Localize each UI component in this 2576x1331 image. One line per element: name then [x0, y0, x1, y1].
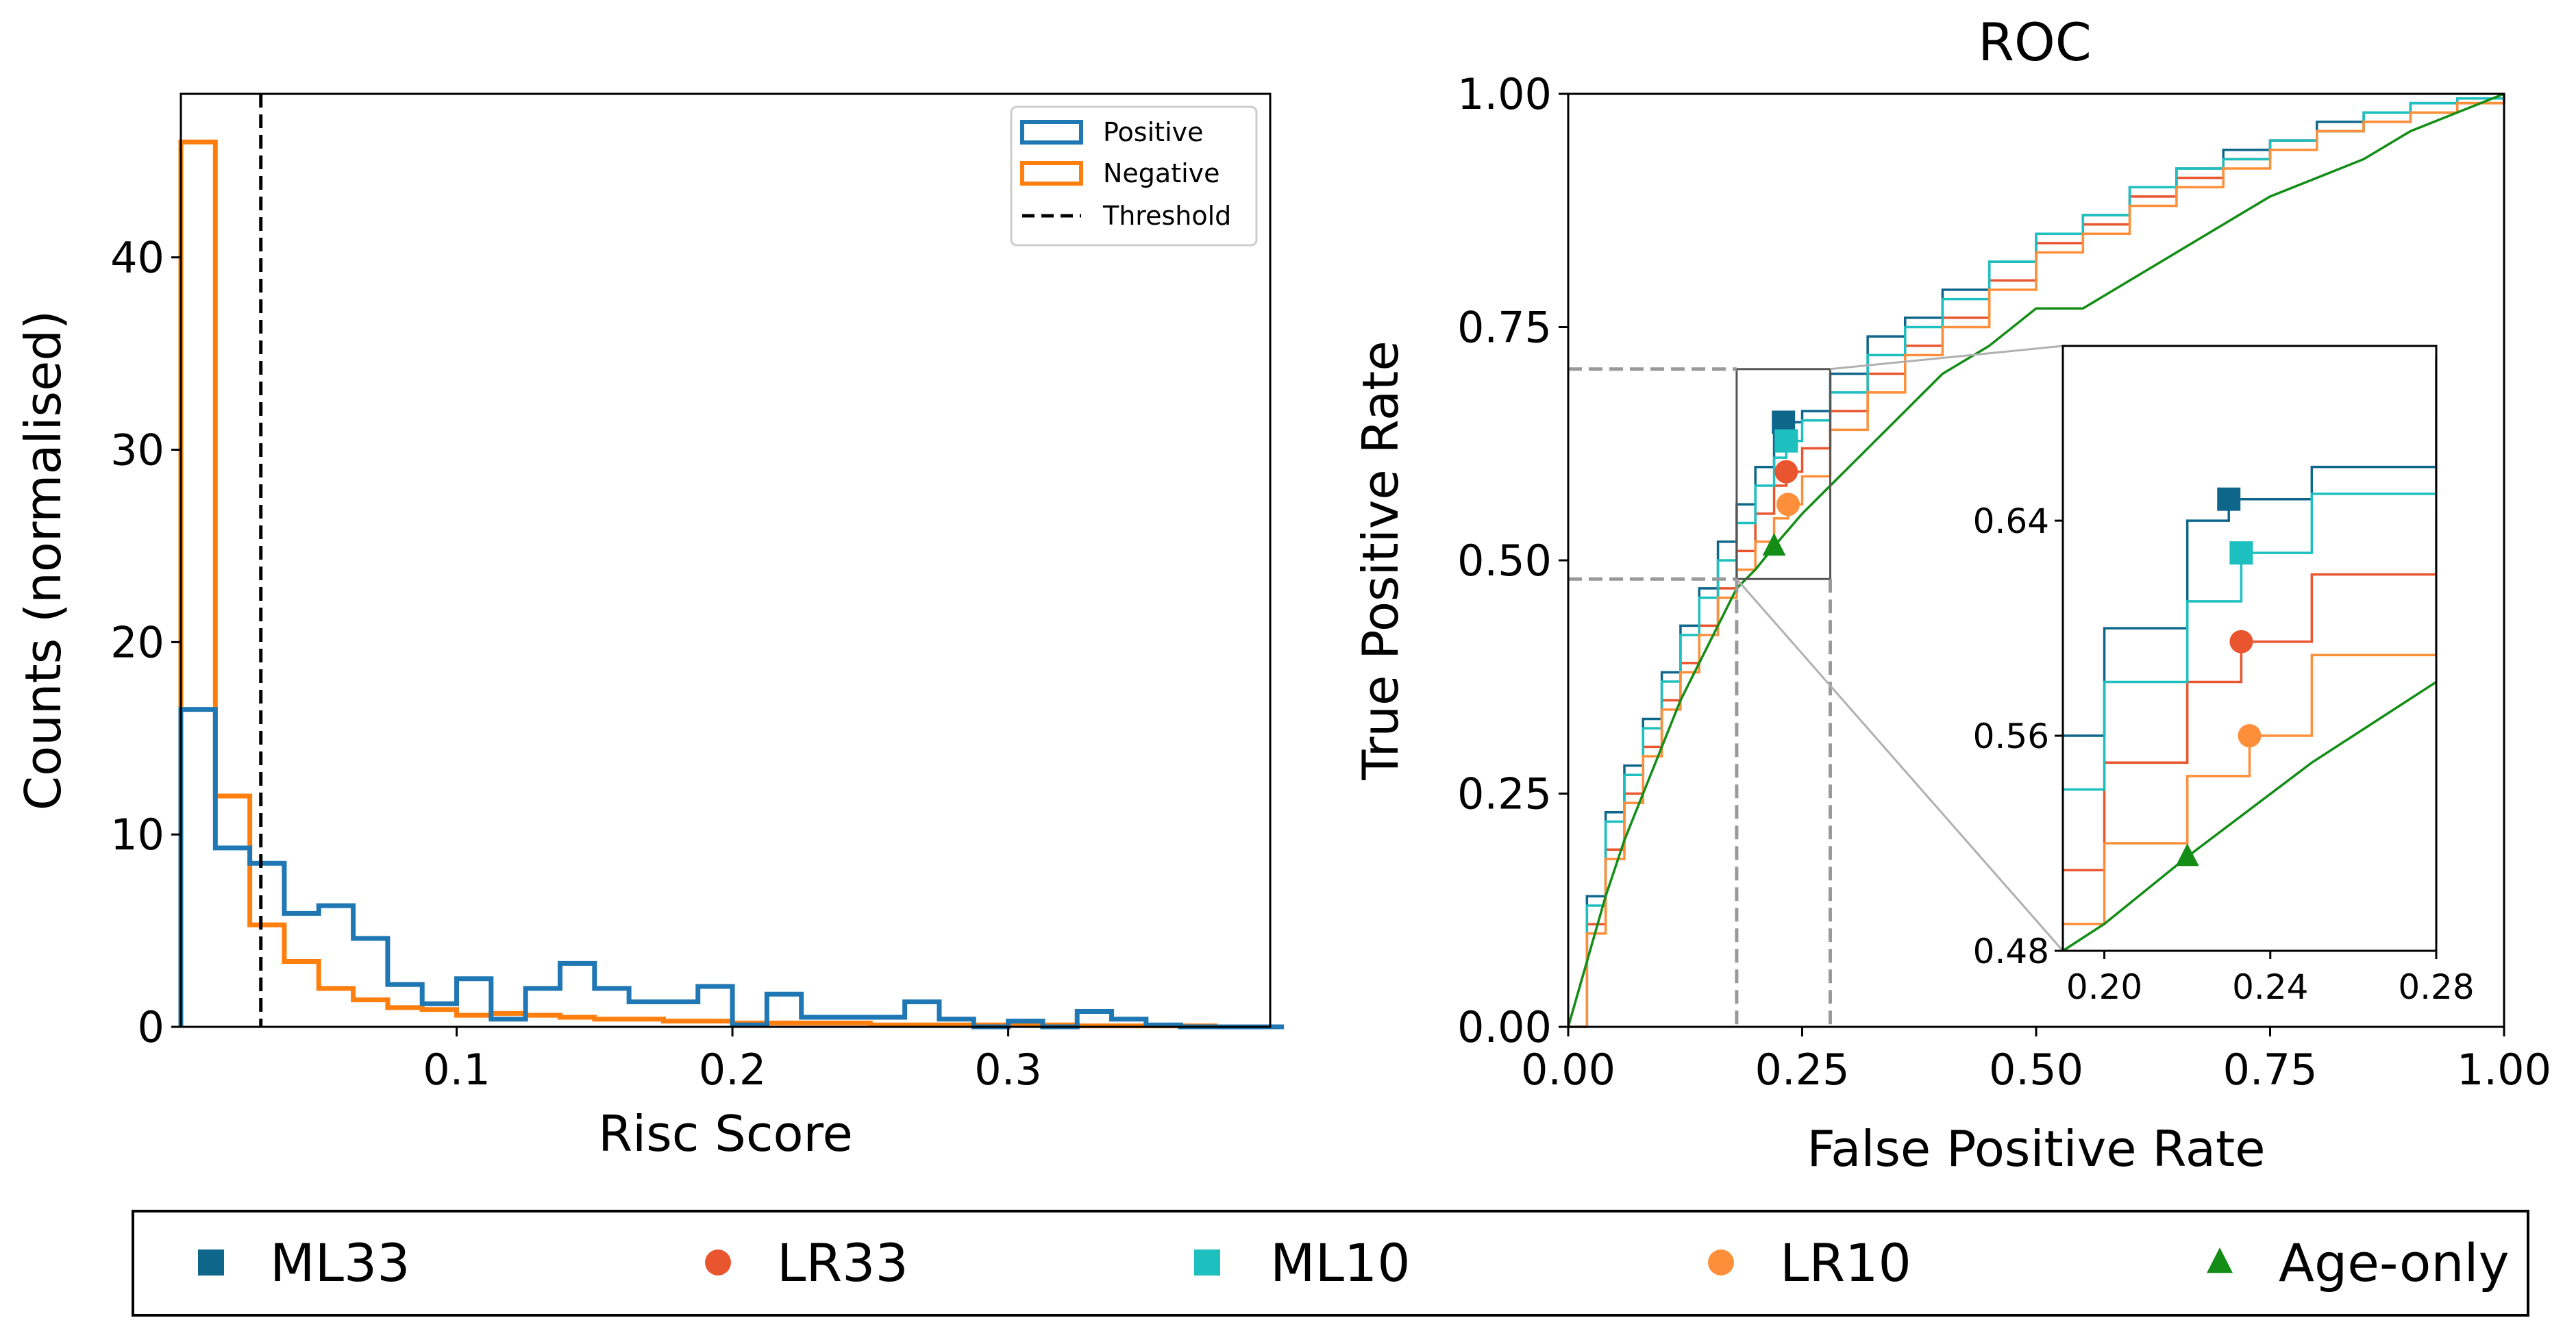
legend-marker-lr10 [1708, 1249, 1734, 1276]
legend-marker-ml10 [1194, 1249, 1220, 1276]
roc-y-tick-label: 0.00 [1457, 1002, 1552, 1052]
histogram-x-tick-label: 0.1 [423, 1045, 491, 1095]
roc-curve-lr10 [1568, 94, 2505, 1028]
inset-x-tick-label: 0.28 [2398, 967, 2474, 1007]
roc-x-tick-label: 0.75 [2222, 1045, 2317, 1095]
roc-x-label: False Positive Rate [1807, 1120, 2265, 1178]
roc-curve-age-only [1567, 92, 2505, 1028]
inset-y-tick-label: 0.64 [1973, 501, 2049, 541]
roc-point-lr33 [1774, 460, 1798, 484]
bottom-legend-items: ML33 LR33 ML10 LR10 Age-only [198, 1232, 2510, 1293]
histogram-y-tick-label: 10 [110, 810, 164, 860]
legend-label-ml33: ML33 [270, 1232, 410, 1293]
roc-x-ticks: 0.00 0.25 0.50 0.75 1.00 [1521, 1027, 2551, 1095]
legend-label-lr10: LR10 [1780, 1232, 1911, 1293]
histogram-x-tick-label: 0.2 [699, 1045, 767, 1095]
legend-label-ml10: ML10 [1270, 1232, 1411, 1293]
legend-negative-swatch [1020, 161, 1083, 186]
histogram-bars [178, 139, 1285, 1030]
histogram-y-tick-label: 0 [138, 1002, 164, 1052]
roc-title: ROC [1978, 12, 2092, 73]
histogram-frame [179, 92, 1272, 1028]
roc-x-tick-label: 1.00 [2457, 1045, 2551, 1095]
histogram-legend: Positive Negative Threshold [1010, 105, 1258, 247]
inset-point-lr33 [2229, 630, 2253, 654]
legend-positive-label: Positive [1103, 117, 1204, 147]
inset-point-age-only [2175, 843, 2199, 867]
zoom-guides [1568, 345, 2064, 1027]
legend-marker-ml33 [198, 1249, 224, 1276]
histogram-y-tick-label: 20 [110, 617, 164, 667]
inset-frame [2061, 345, 2438, 952]
zoom-connector-top [1830, 345, 2064, 371]
histogram-y-ticks: 0 10 20 30 40 [110, 233, 181, 1052]
legend-marker-lr33 [705, 1249, 731, 1276]
legend-threshold-label: Threshold [1102, 201, 1231, 231]
inset-point-lr10 [2238, 724, 2262, 748]
inset-y-tick-label: 0.56 [1973, 717, 2049, 756]
roc-y-tick-label: 0.75 [1457, 303, 1552, 353]
roc-x-tick-label: 0.00 [1521, 1045, 1615, 1095]
roc-point-ml10 [1774, 429, 1798, 453]
histogram-y-label: Counts (normalised) [14, 310, 72, 810]
histogram-step-positive [178, 707, 1285, 1030]
zoom-connector-bottom [1735, 578, 2064, 951]
legend-positive-swatch [1020, 120, 1083, 145]
legend-negative-label: Negative [1103, 158, 1220, 188]
legend-label-age-only: Age-only [2279, 1232, 2510, 1293]
roc-y-tick-label: 1.00 [1457, 69, 1552, 119]
roc-y-tick-label: 0.50 [1457, 536, 1552, 586]
histogram-y-tick-label: 30 [110, 425, 164, 475]
roc-curves [1567, 92, 2505, 1028]
roc-operating-points [1762, 410, 1800, 556]
legend-marker-age-only [2207, 1247, 2233, 1273]
inset-y-ticks: 0.48 0.56 0.64 [1973, 501, 2063, 971]
inset-x-tick-label: 0.24 [2232, 967, 2308, 1007]
roc-y-label: True Positive Rate [1352, 340, 1409, 780]
histogram-x-tick-label: 0.3 [974, 1045, 1042, 1095]
histogram-x-label: Risc Score [598, 1105, 853, 1162]
roc-y-tick-label: 0.25 [1457, 769, 1552, 819]
histogram-y-tick-label: 40 [110, 233, 164, 283]
roc-inset: 0.48 0.56 0.64 0.20 0.24 0.28 [1973, 345, 2475, 1007]
histogram-plot-area [181, 94, 1270, 1027]
inset-point-ml10 [2229, 541, 2253, 565]
roc-x-tick-label: 0.50 [1989, 1045, 2083, 1095]
roc-panel: ROC 0.00 0.25 0.50 0.75 1.00 0.00 0.25 0.50 0.7… [1352, 12, 2551, 1178]
histogram-x-ticks: 0.1 0.2 0.3 [423, 1027, 1042, 1095]
inset-y-tick-label: 0.48 [1973, 932, 2049, 971]
inset-x-tick-label: 0.20 [2066, 967, 2142, 1007]
legend-label-lr33: LR33 [777, 1232, 908, 1293]
zoom-box [1735, 368, 1831, 580]
inset-x-ticks: 0.20 0.24 0.28 [2066, 951, 2475, 1007]
histogram-panel: 0 10 20 30 40 0.1 0.2 0.3 Risc Score Counts (n… [14, 92, 1285, 1162]
inset-operating-points [2175, 487, 2262, 867]
roc-x-tick-label: 0.25 [1755, 1045, 1849, 1095]
roc-y-ticks: 0.00 0.25 0.50 0.75 1.00 [1457, 69, 1568, 1052]
inset-point-ml33 [2217, 487, 2241, 511]
bottom-legend: ML33 LR33 ML10 LR10 Age-only [132, 1210, 2529, 1317]
roc-point-lr10 [1776, 493, 1800, 517]
bottom-legend-frame [132, 1210, 2529, 1317]
roc-point-age-only [1762, 533, 1786, 556]
